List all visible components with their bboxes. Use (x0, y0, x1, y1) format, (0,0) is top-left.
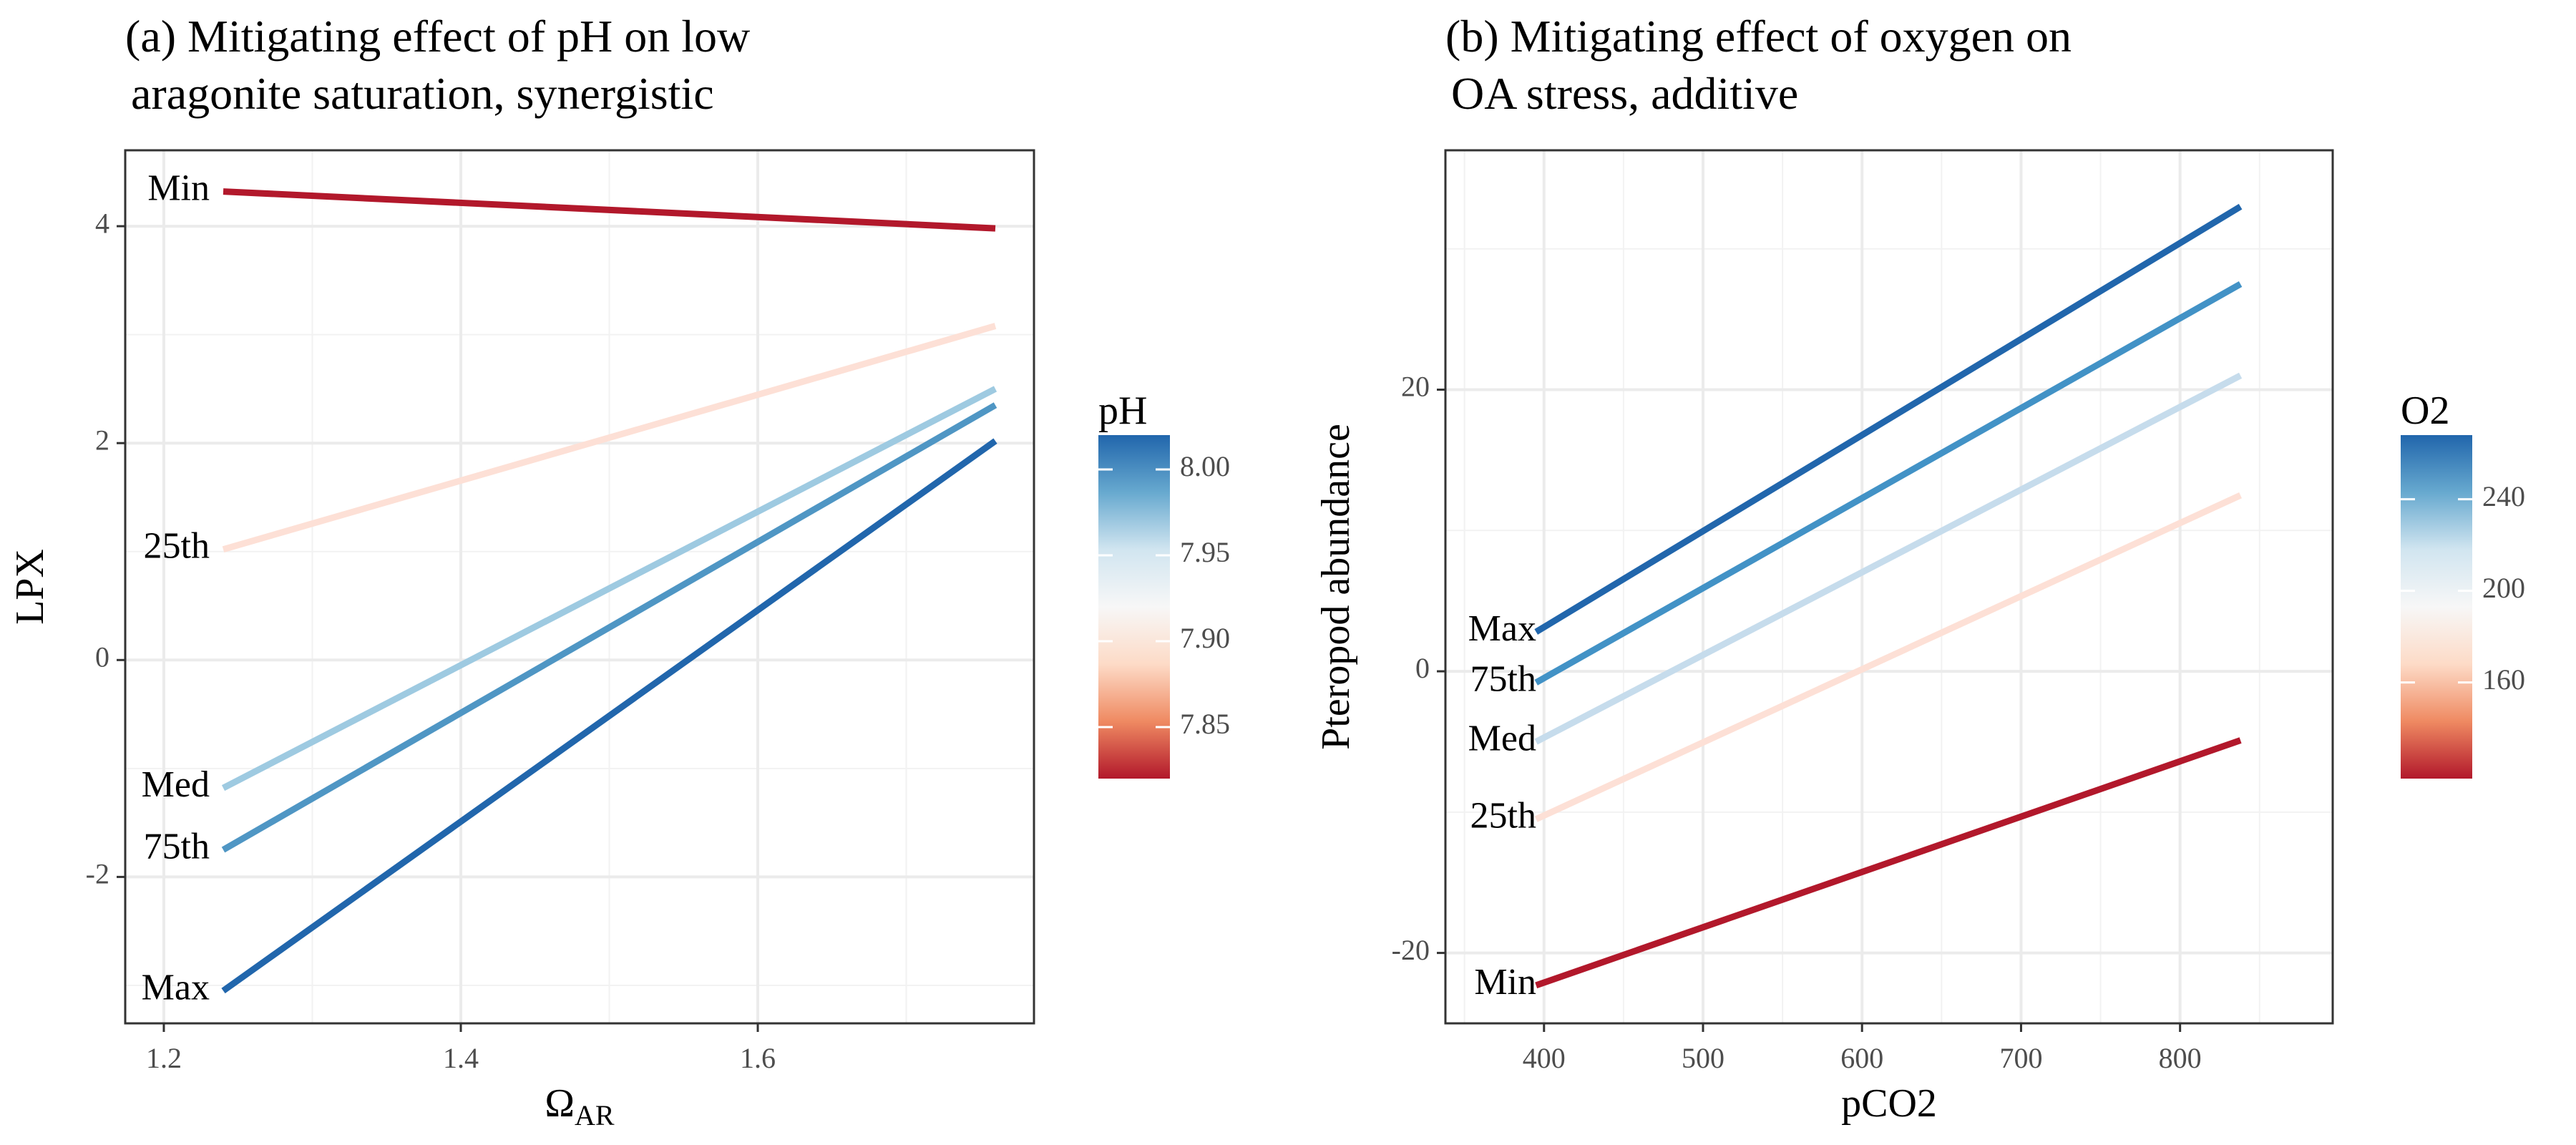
series-label-min: Min (1474, 962, 1536, 1003)
series-label-max: Max (1468, 608, 1536, 649)
y-axis-label: Pteropod abundance (1314, 424, 1358, 750)
series-line-75th (221, 402, 997, 853)
series-label-min: Min (147, 168, 210, 209)
major-gridlines (1445, 150, 2333, 1023)
x-tick-label: 700 (1999, 1042, 2042, 1074)
series-label-med: Med (142, 764, 210, 805)
series-line-25th (222, 323, 997, 553)
x-tick-label: 1.4 (443, 1042, 479, 1074)
series-label-med: Med (1468, 718, 1536, 759)
plot-border (124, 149, 1035, 1025)
series-line-75th (1534, 281, 2243, 686)
series-label-max: Max (142, 967, 210, 1008)
minor-gridlines (1445, 150, 2333, 1023)
y-tick-label: -20 (1392, 934, 1430, 966)
x-axis-label-subscript: AR (575, 1099, 615, 1131)
legend-title: O2 (2401, 389, 2449, 433)
series-line-med (1534, 372, 2243, 745)
x-axis-label: pCO2 (1841, 1081, 1937, 1126)
x-axis-label-main: Ω (545, 1081, 575, 1126)
minor-gridlines (125, 150, 1034, 1023)
y-tick-label: 4 (95, 207, 109, 239)
series-labels: Max 75th Med 25th Min (1468, 608, 1536, 1003)
legend-tick-label: 7.85 (1180, 708, 1230, 740)
y-tick-label: 0 (1415, 652, 1430, 684)
x-tick-label: 1.6 (740, 1042, 776, 1074)
x-tick-label: 400 (1523, 1042, 1566, 1074)
legend-tick-label: 240 (2482, 480, 2525, 512)
series-line-25th (1534, 492, 2242, 822)
chart-title: (b) Mitigating effect of oxygen on (1445, 11, 2072, 62)
series-lines (1534, 203, 2243, 989)
panel-a: Min 25th Med 75th Max 1.2 1.4 1.6 -2 0 2 4 ΩAR LPX (a)… (8, 11, 1230, 1131)
plot-area (125, 150, 1034, 1023)
chart-title: (a) Mitigating effect of pH on low (125, 11, 750, 62)
legend-colorbar (2401, 435, 2472, 779)
legend-tick-label: 200 (2482, 572, 2525, 604)
series-line-max (1534, 203, 2243, 635)
y-tick-label: -2 (86, 858, 109, 890)
series-line-min (1535, 737, 2242, 989)
legend-tick-label: 8.00 (1180, 450, 1230, 482)
series-label-25th: 25th (1470, 796, 1536, 837)
legend: pH 7.85 7.90 7.95 8.00 (1098, 389, 1230, 779)
x-tick-label: 800 (2159, 1042, 2202, 1074)
series-labels: Min 25th Med 75th Max (142, 168, 210, 1008)
y-axis-label: LPX (8, 549, 52, 625)
x-tick-label: 500 (1682, 1042, 1724, 1074)
x-axis-label: ΩAR (545, 1081, 615, 1131)
y-tick-label: 0 (95, 640, 109, 673)
legend-tick-label: 7.90 (1180, 622, 1230, 654)
legend-colorbar (1098, 435, 1170, 779)
plot-area (1445, 150, 2333, 1023)
x-tick-label: 1.2 (146, 1042, 182, 1074)
legend-tick-label: 7.95 (1180, 536, 1230, 568)
plot-border (1444, 149, 2334, 1025)
series-label-75th: 75th (1470, 659, 1536, 700)
legend-title: pH (1098, 389, 1147, 433)
series-line-max (221, 438, 997, 994)
series-lines (221, 188, 997, 994)
y-tick-label: 2 (95, 424, 109, 456)
chart-subtitle: OA stress, additive (1451, 68, 1798, 119)
series-line-min (223, 188, 996, 232)
chart-subtitle: aragonite saturation, synergistic (131, 68, 714, 119)
x-axis-label-main: pCO2 (1841, 1081, 1937, 1126)
axes: 1.2 1.4 1.6 -2 0 2 4 (86, 207, 776, 1074)
series-label-75th: 75th (144, 826, 210, 867)
panel-b: Max 75th Med 25th Min 400 500 600 700 800 -20 0 20 pC… (1314, 11, 2525, 1126)
series-label-25th: 25th (144, 526, 210, 567)
legend: O2 160 200 240 (2401, 389, 2525, 779)
x-tick-label: 600 (1840, 1042, 1883, 1074)
axes: 400 500 600 700 800 -20 0 20 (1392, 371, 2202, 1074)
y-tick-label: 20 (1401, 371, 1430, 403)
series-line-med (221, 386, 997, 791)
legend-tick-label: 160 (2482, 663, 2525, 696)
